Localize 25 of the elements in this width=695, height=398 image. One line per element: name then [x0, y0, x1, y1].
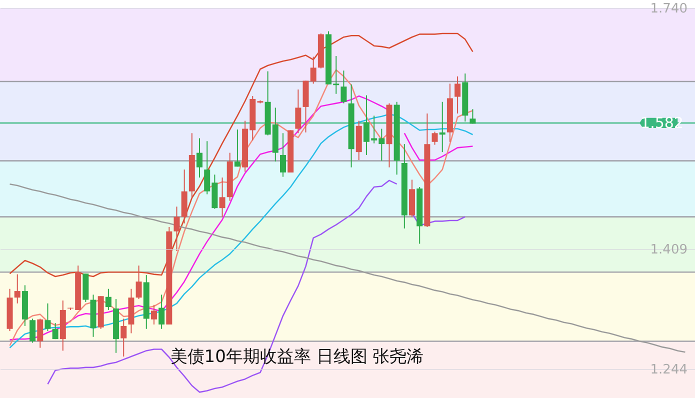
candlestick	[454, 76, 461, 114]
candlestick	[158, 294, 165, 330]
line-series	[9, 32, 474, 278]
candlestick	[14, 274, 20, 304]
y-tick-label: 1.740	[650, 2, 688, 16]
candlestick	[105, 288, 112, 310]
candlestick	[470, 108, 476, 124]
y-tick-label: 1.409	[650, 242, 688, 258]
y-tick-label: 1.244	[650, 362, 688, 378]
candlestick	[280, 132, 286, 178]
candlestick	[52, 322, 58, 340]
candlestick	[439, 101, 446, 153]
candlestick	[30, 318, 36, 344]
candlestick	[120, 318, 127, 358]
candlestick	[196, 138, 203, 178]
candlestick	[234, 129, 240, 168]
candlestick	[136, 265, 142, 300]
candlestick	[37, 318, 44, 348]
candlestick	[150, 304, 157, 326]
candlestick	[174, 206, 180, 252]
candlestick	[340, 70, 347, 104]
candlestick	[295, 88, 302, 134]
candlestick	[432, 131, 438, 146]
candlestick	[219, 177, 226, 218]
candlestick	[44, 302, 51, 332]
